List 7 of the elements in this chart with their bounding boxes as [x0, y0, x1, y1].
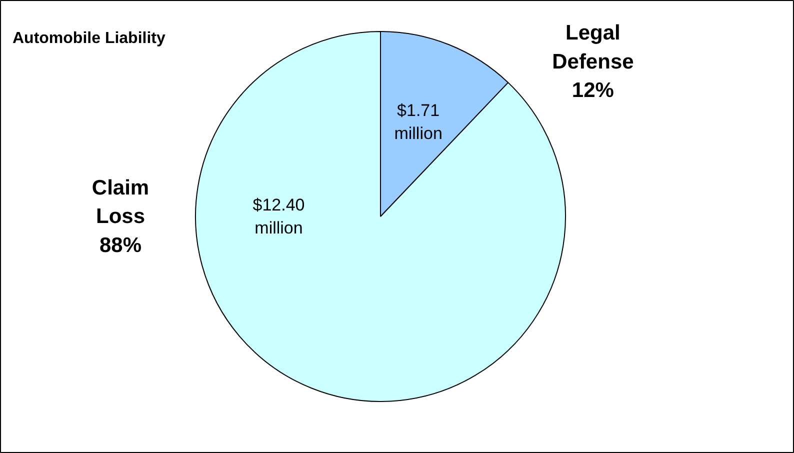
data-label: $1.71 million	[394, 101, 442, 143]
slice-label: Claim Loss	[92, 176, 150, 228]
data-label: $12.40 million	[252, 196, 305, 238]
text: 88%	[99, 234, 142, 257]
slice-label: Legal Defense	[552, 22, 634, 74]
chart-title: Automobile Liability	[12, 30, 166, 47]
text: 12%	[572, 79, 614, 102]
